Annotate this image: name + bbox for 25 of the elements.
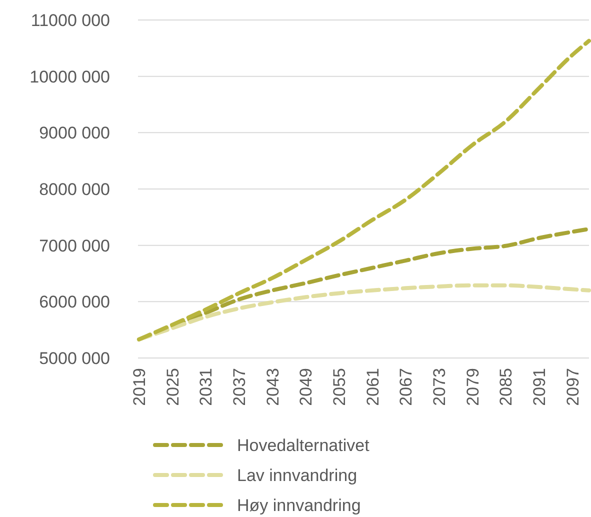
y-tick-label: 8000 000 [39,180,110,199]
x-tick-label: 2031 [196,368,216,406]
x-tick-label: 2097 [563,368,582,406]
x-tick-label: 2043 [263,368,282,406]
y-tick-label: 6000 000 [39,292,110,312]
line-series [137,38,591,342]
x-tick-label: 2091 [530,368,549,406]
y-tick-label: 10000 000 [30,67,110,86]
x-tick-label: 2067 [396,368,416,406]
x-tick-label: 2085 [496,368,516,406]
y-tick-label: 5000 000 [39,348,110,368]
x-tick-label: 2025 [163,368,182,406]
x-tick-label: 2037 [230,368,249,406]
y-tick-label: 9000 000 [39,124,110,143]
x-tick-label: 2073 [430,368,449,406]
x-tick-label: 2079 [463,368,482,406]
legend-label: Lav innvandring [237,466,358,485]
x-tick-label: 2055 [330,368,349,406]
x-tick-label: 2019 [130,368,149,406]
x-tick-label: 2049 [296,368,316,406]
legend-label: Høy innvandring [237,496,361,515]
x-tick-label: 2061 [363,368,382,406]
legend-label: Hovedalternativet [237,436,370,455]
y-tick-label: 11000 000 [30,10,110,30]
y-tick-label: 7000 000 [39,236,110,256]
